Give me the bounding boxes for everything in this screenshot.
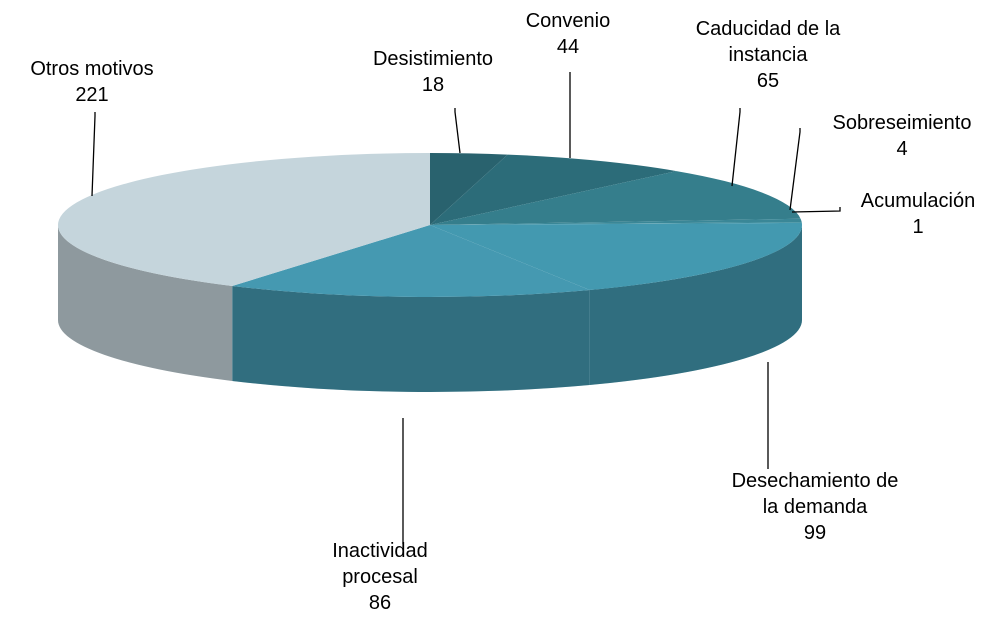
slice-side bbox=[58, 225, 233, 381]
label-name: Acumulación bbox=[860, 190, 976, 212]
slice bbox=[430, 171, 801, 225]
label-name: Desistimiento bbox=[372, 48, 494, 70]
slice bbox=[430, 153, 508, 225]
label-name: Otros motivos bbox=[30, 58, 154, 80]
side-shade bbox=[589, 225, 802, 386]
leader-line bbox=[791, 207, 841, 213]
leader-line bbox=[789, 128, 801, 211]
label-value: 44 bbox=[556, 36, 580, 58]
label-value: 99 bbox=[803, 522, 827, 544]
slice-side bbox=[589, 225, 802, 386]
label-value: 18 bbox=[421, 74, 445, 96]
label-name: Sobreseimiento bbox=[832, 112, 972, 134]
leader-line bbox=[731, 108, 741, 187]
data-label: Sobreseimiento 4 bbox=[802, 110, 996, 162]
data-label: Inactividad procesal 86 bbox=[320, 538, 440, 616]
label-name: Convenio bbox=[525, 10, 611, 32]
data-label: Desistimiento 18 bbox=[333, 46, 533, 98]
label-name: Desechamiento de la demanda bbox=[731, 470, 899, 518]
label-value: 1 bbox=[912, 216, 924, 238]
side-shade bbox=[58, 225, 233, 381]
label-value: 86 bbox=[368, 592, 392, 614]
side-shade bbox=[232, 285, 590, 392]
leader-line bbox=[91, 112, 96, 197]
data-label: Caducidad de la instancia 65 bbox=[673, 16, 863, 94]
label-name: Caducidad de la instancia bbox=[695, 18, 841, 66]
data-label: Convenio 44 bbox=[468, 8, 668, 60]
data-label: Desechamiento de la demanda 99 bbox=[730, 468, 900, 546]
data-label: Otros motivos 221 bbox=[0, 56, 192, 108]
label-name: Inactividad procesal bbox=[332, 540, 428, 588]
slice-side bbox=[232, 285, 590, 392]
slice bbox=[430, 154, 677, 225]
slice bbox=[232, 225, 590, 297]
data-label: Acumulación 1 bbox=[818, 188, 996, 240]
slice bbox=[430, 222, 802, 291]
label-value: 65 bbox=[756, 70, 780, 92]
slice bbox=[430, 218, 802, 225]
slice bbox=[430, 222, 802, 225]
leader-line bbox=[454, 108, 461, 154]
label-value: 221 bbox=[75, 84, 109, 106]
slice bbox=[58, 153, 431, 286]
label-value: 4 bbox=[896, 138, 908, 160]
